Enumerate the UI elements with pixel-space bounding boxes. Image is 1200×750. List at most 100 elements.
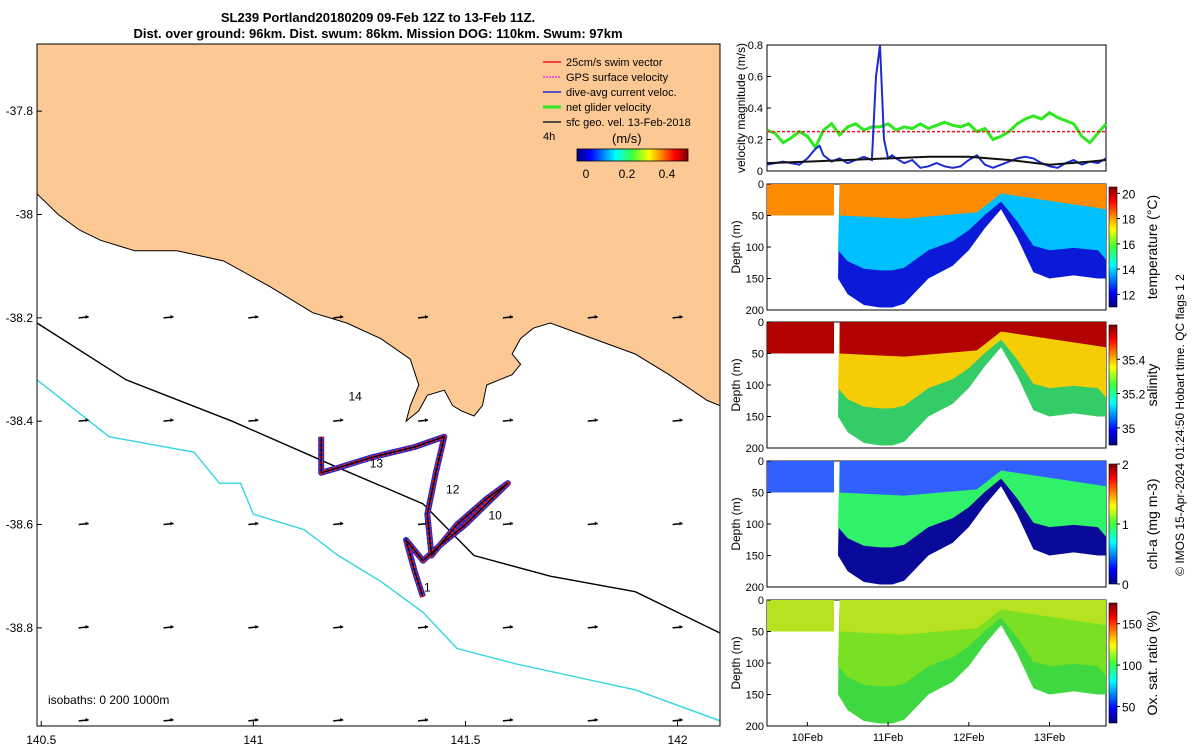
map-y-tick-label: -38.8 [6, 621, 34, 635]
time-tick-label: 10Feb [792, 732, 823, 744]
depth-label: Depth (m) [729, 220, 743, 273]
legend-label-geo: sfc geo. vel. 13-Feb-2018 [566, 117, 691, 129]
velocity-y-tick-label: 0.6 [748, 72, 763, 84]
section-fill-surface [839, 322, 1106, 357]
depth-tick-label: 50 [752, 349, 764, 361]
geo-velocity-arrowhead [679, 717, 683, 722]
velocity-panel: 0 0.2 0.4 0.6 0.8 velocity magnitude (m/s) [734, 40, 1108, 178]
depth-tick-label: 150 [746, 551, 764, 563]
colorbar-tick-label: 20 [1122, 187, 1136, 201]
velocity-y-tick-label: 0.8 [748, 40, 763, 52]
geo-velocity-arrowhead [170, 521, 174, 526]
map-y-tick-label: -38 [16, 208, 34, 222]
depth-tick-label: 100 [746, 380, 764, 392]
depth-tick-label: 100 [746, 519, 764, 531]
map-x-tick-label: 142 [668, 733, 688, 747]
depth-tick-label: 200 [746, 721, 764, 733]
colorbar-tick-label: 35.4 [1122, 353, 1146, 367]
legend-label-current: dive-avg current veloc. [566, 87, 677, 99]
colorbar-tick-label: 16 [1122, 238, 1136, 252]
colorbar-tick-label: 150 [1122, 618, 1142, 632]
geo-velocity-arrowhead [85, 418, 89, 423]
colorbar-tick-0: 0 [583, 167, 590, 181]
colorbar-label: chl-a (mg m-3) [1144, 478, 1160, 569]
colorbar-label: Ox. sat. ratio (%) [1144, 610, 1160, 715]
colorbar-tick-label: 35 [1122, 422, 1136, 436]
geo-velocity-arrowhead [679, 418, 683, 423]
map-frame [36, 43, 721, 727]
track-label: 13 [370, 457, 384, 471]
geo-velocity-arrowhead [679, 624, 683, 629]
velocity-series-line [766, 110, 1108, 151]
coastline-land [37, 44, 720, 423]
section-block-early [767, 184, 835, 216]
map-x-axis: 140.5 141 141.5 142 [26, 721, 688, 747]
colorbar-tick-1: 0.2 [619, 167, 636, 181]
geo-velocity-arrowhead [594, 624, 598, 629]
map-y-tick-label: -38.6 [6, 518, 34, 532]
geo-velocity-arrowhead [594, 418, 598, 423]
geo-velocity-arrowhead [425, 418, 429, 423]
geo-velocity-arrowhead [340, 314, 344, 319]
colorbar-tick-label: 12 [1122, 288, 1136, 302]
depth-label: Depth (m) [729, 358, 743, 411]
depth-tick-label: 150 [746, 690, 764, 702]
geo-velocity-arrowhead [509, 521, 513, 526]
section-fill-surface [839, 600, 1106, 635]
depth-tick-label: 100 [746, 242, 764, 254]
depth-tick-label: 50 [752, 211, 764, 223]
colorbar-tick-label: 0 [1122, 578, 1129, 592]
section-fill-surface [839, 184, 1106, 219]
section-colorbar [1108, 463, 1118, 585]
section-colorbar [1108, 324, 1118, 446]
geo-velocity-arrowhead [255, 314, 259, 319]
legend-label-gps: GPS surface velocity [566, 72, 669, 84]
geo-velocity-arrowhead [425, 624, 429, 629]
colorbar-tick-label: 14 [1122, 263, 1136, 277]
isobath-note: isobaths: 0 200 1000m [48, 693, 169, 707]
geo-velocity-arrowhead [340, 418, 344, 423]
velocity-y-tick-label: 0.2 [748, 135, 763, 147]
velocity-y-axis: 0 0.2 0.4 0.6 0.8 [748, 40, 771, 178]
geo-velocity-arrowhead [594, 717, 598, 722]
depth-tick-label: 0 [758, 317, 764, 329]
geo-velocity-arrowhead [509, 418, 513, 423]
geo-velocity-arrowhead [340, 521, 344, 526]
time-tick-label: 12Feb [953, 732, 984, 744]
time-tick-label: 11Feb [873, 732, 903, 744]
colorbar-label: temperature (°C) [1144, 195, 1160, 299]
glider-track-line [320, 436, 509, 597]
geo-velocity-arrowhead [679, 314, 683, 319]
colorbar-label: salinity [1144, 364, 1160, 407]
map-y-tick-label: -38.4 [6, 414, 34, 428]
map-x-tick-label: 141 [243, 733, 263, 747]
depth-label: Depth (m) [729, 636, 743, 689]
geo-velocity-arrowhead [594, 521, 598, 526]
geo-velocity-arrowhead [170, 418, 174, 423]
depth-tick-label: 200 [746, 443, 764, 455]
time-axis: 10Feb 11Feb 12Feb 13Feb [792, 722, 1065, 744]
section-panel-chl-a: 0 1 2 chl-a (mg m-3) 0 50 100 150 200 Depth (m) [729, 456, 1160, 594]
geo-velocity-arrowhead [679, 521, 683, 526]
copyright-note: © IMOS 15-Apr-2024 01:24:50 Hobart time.… [1173, 274, 1187, 576]
map-panel: 14 13 12 10 1 140.5 141 141.5 142 -37.8 -38 -38.2… [6, 43, 721, 747]
geo-velocity-arrowhead [340, 717, 344, 722]
depth-tick-label: 50 [752, 627, 764, 639]
section-panel-temperature: 12 14 16 18 20 temperature (°C) 0 50 100 150 200 De… [729, 179, 1160, 317]
depth-tick-label: 200 [746, 582, 764, 594]
depth-tick-label: 150 [746, 274, 764, 286]
depth-tick-label: 100 [746, 658, 764, 670]
isobath-200m [37, 322, 720, 634]
title-line-2: Dist. over ground: 96km. Dist. swum: 86k… [133, 26, 622, 41]
geo-velocity-arrowhead [85, 717, 89, 722]
geo-velocity-arrowhead [509, 717, 513, 722]
velocity-series-line [766, 155, 1107, 166]
colorbar-tick-label: 18 [1122, 213, 1136, 227]
section-block-early [767, 461, 835, 493]
geo-velocity-arrowhead [255, 624, 259, 629]
geo-velocity-arrowhead [85, 521, 89, 526]
isobath-1000m [37, 379, 720, 722]
